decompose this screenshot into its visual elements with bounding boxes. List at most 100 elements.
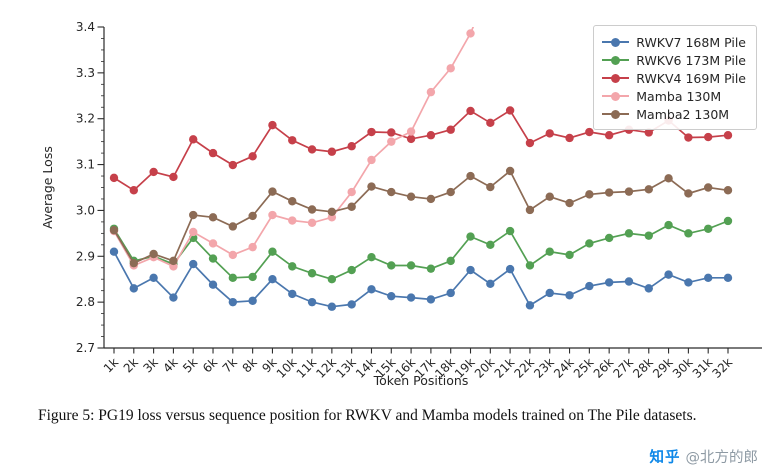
data-point [248,242,257,252]
data-point [208,280,218,289]
data-point [466,106,475,116]
data-point [426,87,436,97]
data-point [367,182,376,191]
data-point [129,258,139,268]
x-tick-label: 7k [220,355,240,375]
series-rwkv7-168m-pile [109,247,733,311]
data-point [703,273,713,283]
series-rwkv4-169m-pile [109,106,733,195]
data-point [307,218,317,228]
data-point [268,275,277,284]
data-point [387,291,396,301]
data-point [406,192,416,201]
watermark: 知乎 @北方的郎 [650,446,759,467]
data-point [347,142,356,151]
data-point [466,29,475,38]
data-point [644,128,653,137]
data-point [565,198,574,208]
legend-swatch-icon [602,92,630,101]
data-point [585,127,594,137]
data-point [406,134,416,144]
data-point [664,174,673,183]
legend-item: RWKV6 173M Pile [602,51,746,69]
data-point [268,120,277,130]
data-point [426,194,436,204]
data-point [367,155,376,165]
data-point [327,275,337,284]
data-point [644,185,653,194]
data-point [466,265,475,275]
y-axis-title: Average Loss [40,146,55,229]
data-point [723,186,733,195]
legend-label: Mamba 130M [636,88,722,104]
data-point [228,273,238,283]
legend-item: Mamba 130M [602,87,746,105]
data-point [288,136,297,145]
data-point [367,127,376,137]
data-point [525,261,535,270]
data-point [169,293,178,302]
legend-item: Mamba2 130M [602,105,746,123]
data-point [624,229,634,238]
data-point [228,250,238,260]
zhihu-logo: 知乎 [649,450,681,466]
watermark-handle: @北方的郎 [685,450,759,466]
data-point [248,211,257,221]
data-point [703,183,713,192]
data-point [505,226,515,236]
data-point [307,205,317,214]
data-point [525,205,535,215]
y-tick-label: 3.3 [76,66,95,80]
data-point [149,249,158,259]
y-tick-label: 3.2 [76,112,95,126]
data-point [189,210,198,220]
data-point [228,160,238,170]
data-point [149,273,158,283]
x-axis-title: Token Positions [373,373,469,388]
data-point [486,279,495,288]
data-point [446,256,455,266]
data-point [307,297,317,307]
data-point [664,220,673,230]
x-tick-label: 6k [200,355,220,375]
x-tick-label: 5k [180,355,200,375]
data-point [505,166,515,176]
data-point [604,233,614,243]
data-point [406,127,416,136]
data-point [288,216,297,225]
data-point [703,224,713,233]
y-tick-label: 2.9 [76,249,95,263]
y-tick-label: 2.7 [76,341,95,355]
data-point [109,173,119,183]
data-point [228,297,238,307]
data-point [268,210,277,220]
data-point [367,285,376,294]
data-point [347,187,356,197]
data-point [565,133,574,143]
data-point [288,197,297,206]
data-point [684,133,693,142]
data-point [446,125,455,134]
data-point [307,269,317,278]
data-point [327,207,337,217]
data-point [565,250,574,260]
data-point [288,289,297,299]
x-tick-label: 3k [141,355,161,375]
data-point [129,186,139,195]
data-point [169,172,178,182]
y-tick-label: 3.4 [76,20,95,34]
data-point [604,278,614,287]
loss-vs-token-position-chart: 2.7 2.8 2.9 3.0 3.1 3.2 3.3 3.4 1k 2k 3k 4k 5k 6k 7k 8k… [40,20,762,388]
legend-swatch-icon [602,110,630,119]
x-tick-label: 32k [710,355,736,381]
data-point [189,227,198,237]
data-point [307,145,317,154]
data-point [248,272,257,282]
data-point [486,118,495,128]
data-point [426,295,436,304]
data-point [446,288,455,298]
data-point [387,261,396,270]
x-tick-label: 4k [160,355,180,375]
legend-swatch-icon [602,74,630,83]
legend-label: RWKV4 169M Pile [636,70,746,86]
